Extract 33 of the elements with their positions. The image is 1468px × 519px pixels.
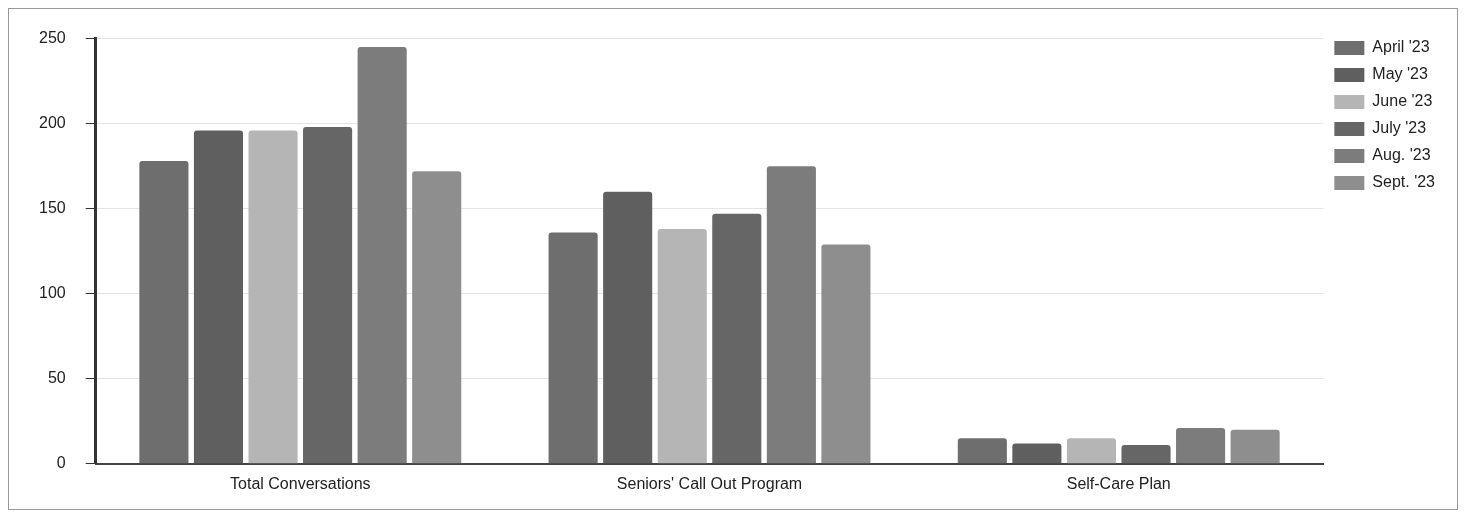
bar <box>1176 428 1226 464</box>
bar <box>821 244 871 464</box>
bar <box>1121 445 1171 464</box>
y-tick-label: 150 <box>38 199 66 217</box>
bar <box>1066 438 1117 464</box>
bar <box>1012 443 1062 464</box>
bar <box>303 127 353 464</box>
y-tick-label: 50 <box>47 369 66 387</box>
bar <box>193 130 244 464</box>
bar <box>548 232 598 464</box>
legend-label: June '23 <box>1372 92 1433 110</box>
legend-label: Sept. '23 <box>1372 173 1436 191</box>
legend-label: Aug. '23 <box>1372 146 1431 164</box>
bar <box>766 166 816 464</box>
bar <box>712 213 762 464</box>
y-tick-label: 250 <box>38 29 66 47</box>
bar <box>957 438 1007 464</box>
y-tick-label: 200 <box>38 114 66 132</box>
bar <box>657 229 707 464</box>
bar <box>139 161 189 464</box>
legend-label: May '23 <box>1372 65 1428 83</box>
legend-label: July '23 <box>1372 119 1427 137</box>
x-tick-label: Self-Care Plan <box>1066 474 1171 492</box>
x-tick-label: Seniors' Call Out Program <box>616 474 803 492</box>
y-tick-label: 0 <box>56 454 66 472</box>
legend-label: April '23 <box>1372 38 1430 56</box>
bar <box>412 171 462 464</box>
x-tick-label: Total Conversations <box>230 474 371 492</box>
bar <box>357 47 407 464</box>
bar <box>1230 429 1280 464</box>
y-tick-label: 100 <box>38 284 66 302</box>
bar <box>248 130 298 464</box>
bar <box>603 191 653 464</box>
